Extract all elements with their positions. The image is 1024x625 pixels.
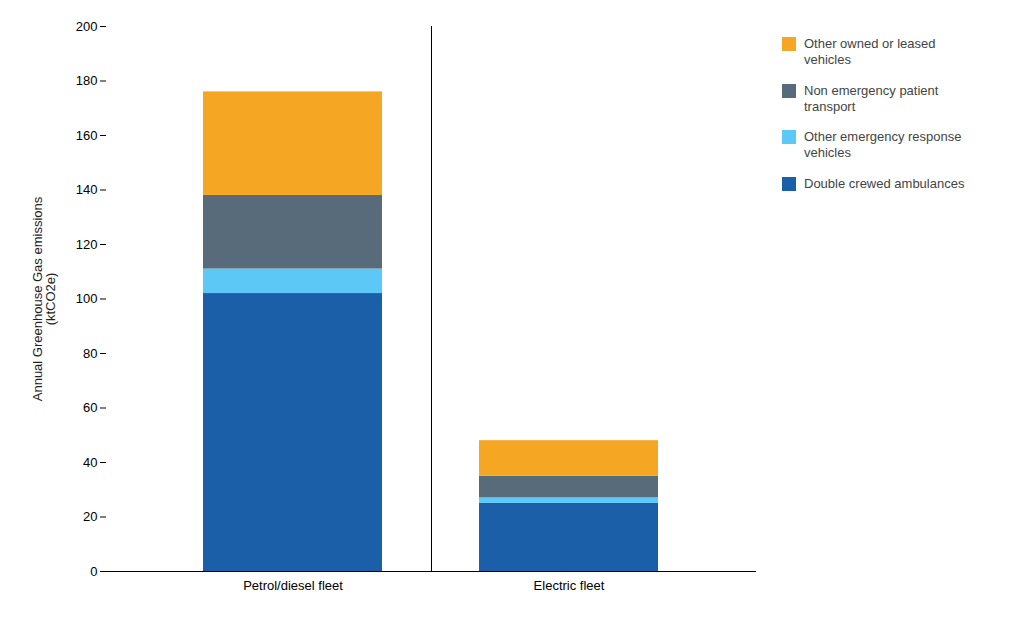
svg-text:120: 120: [76, 237, 98, 252]
svg-text:60: 60: [83, 400, 97, 415]
svg-text:Electric fleet: Electric fleet: [534, 578, 605, 593]
svg-text:160: 160: [76, 128, 98, 143]
svg-text:200: 200: [76, 19, 98, 34]
html-text:Double crewed ambulances: Double crewed ambulances: [804, 175, 965, 191]
svg-text:140: 140: [76, 182, 98, 197]
html-text:Non emergency patient transpor: Non emergency patient transport: [804, 82, 939, 114]
svg-text:Annual Greenhouse Gas emission: Annual Greenhouse Gas emissions(ktCO2e): [30, 196, 58, 401]
html-text:Other emergency response vehic: Other emergency response vehicles: [804, 129, 962, 161]
svg-text:20: 20: [83, 509, 97, 524]
svg-text:Petrol/diesel fleet: Petrol/diesel fleet: [243, 578, 343, 593]
svg-text:80: 80: [83, 346, 97, 361]
svg-text:100: 100: [76, 291, 98, 306]
html-text:Other owned or leased vehicles: Other owned or leased vehicles: [804, 36, 936, 68]
svg-text:180: 180: [76, 73, 98, 88]
svg-text:40: 40: [83, 455, 97, 470]
svg-text:0: 0: [90, 564, 97, 579]
